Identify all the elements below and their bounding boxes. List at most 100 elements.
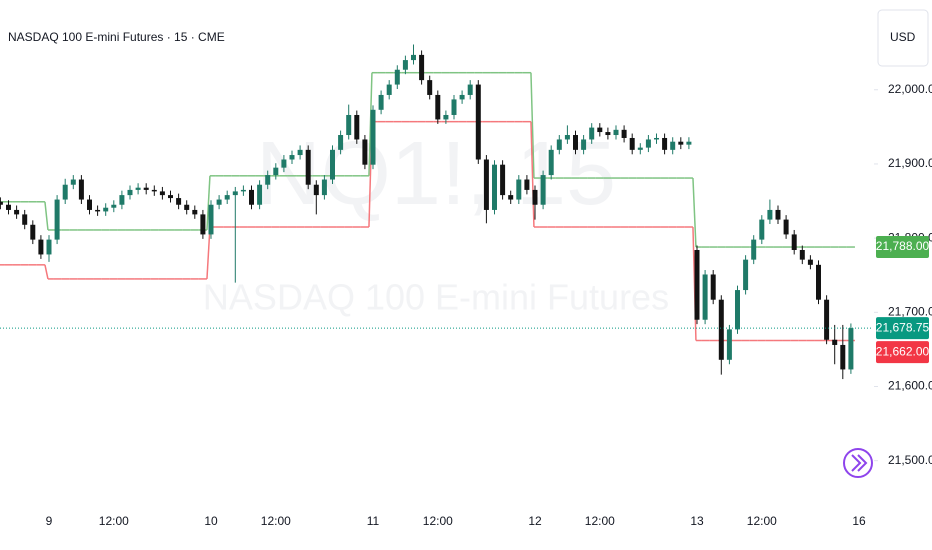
candle-body bbox=[313, 184, 319, 196]
y-tick-label: 21,500.00 bbox=[888, 453, 932, 467]
candle-body bbox=[783, 219, 789, 235]
candle-body bbox=[767, 209, 773, 220]
candle-body bbox=[111, 204, 117, 208]
candle-body bbox=[427, 80, 433, 95]
candle-body bbox=[297, 149, 303, 156]
level-connector bbox=[692, 226, 697, 341]
candle-body bbox=[127, 189, 133, 196]
candle-body bbox=[556, 139, 562, 150]
candle-body bbox=[224, 195, 230, 200]
candle-body bbox=[475, 84, 481, 160]
candle-body bbox=[78, 179, 84, 200]
candle-body bbox=[645, 139, 651, 148]
candle-body bbox=[532, 189, 538, 205]
x-tick-label: 10 bbox=[204, 514, 218, 528]
candle-body bbox=[759, 219, 765, 240]
candle-body bbox=[564, 135, 570, 140]
candle-body bbox=[832, 339, 838, 345]
price-badge-label: 21,678.75 bbox=[876, 320, 930, 334]
candle-body bbox=[589, 127, 595, 140]
candle-body bbox=[718, 299, 724, 360]
candle-body bbox=[346, 114, 352, 136]
candle-body bbox=[540, 175, 546, 205]
candle-body bbox=[103, 207, 109, 212]
candle-body bbox=[443, 114, 449, 120]
candle-body bbox=[605, 132, 611, 136]
candle-body bbox=[516, 179, 522, 200]
candle-body bbox=[654, 137, 659, 140]
candle-body bbox=[508, 195, 514, 200]
candle-body bbox=[38, 239, 44, 255]
level-connector bbox=[44, 201, 49, 231]
candle-body bbox=[597, 127, 603, 133]
candle-body bbox=[670, 141, 676, 150]
candle-body bbox=[613, 129, 619, 136]
y-tick-label: 21,900.00 bbox=[888, 156, 932, 170]
candle-body bbox=[459, 94, 465, 100]
x-tick-label: 12:00 bbox=[99, 514, 129, 528]
candle-body bbox=[378, 94, 384, 110]
candle-body bbox=[637, 147, 643, 150]
price-badge bbox=[876, 317, 929, 340]
level-connector bbox=[206, 175, 211, 231]
candle-body bbox=[726, 329, 732, 360]
candle-body bbox=[824, 299, 830, 340]
level-connector bbox=[530, 72, 535, 179]
candle-body bbox=[524, 179, 530, 190]
candle-body bbox=[678, 141, 684, 145]
candle-body bbox=[192, 209, 198, 215]
level-connector bbox=[44, 264, 49, 280]
candle-body bbox=[354, 114, 360, 140]
candle-body bbox=[305, 149, 311, 185]
candle-body bbox=[807, 259, 813, 265]
candle-body bbox=[257, 184, 263, 205]
candle-body bbox=[54, 199, 60, 240]
candle-body bbox=[151, 189, 157, 192]
candle-body bbox=[70, 179, 76, 185]
x-tick-label: 13 bbox=[690, 514, 704, 528]
y-tick-label: 22,000.00 bbox=[888, 82, 932, 96]
level-connector bbox=[692, 178, 697, 248]
x-tick-label: 12:00 bbox=[261, 514, 291, 528]
candle-body bbox=[791, 234, 797, 250]
candle-body bbox=[710, 274, 716, 300]
candle-body bbox=[273, 167, 279, 176]
candle-body bbox=[621, 129, 627, 138]
candle-body bbox=[419, 54, 425, 81]
candle-body bbox=[143, 187, 149, 190]
candle-body bbox=[548, 149, 554, 176]
candle-body bbox=[281, 159, 287, 168]
currency-box[interactable] bbox=[877, 9, 929, 67]
candle-body bbox=[492, 164, 497, 210]
currency: USD bbox=[890, 30, 916, 44]
candle-body bbox=[799, 250, 805, 260]
candle-body bbox=[694, 250, 700, 320]
candle-body bbox=[386, 84, 392, 95]
candle-body bbox=[321, 179, 327, 196]
candle-body bbox=[184, 204, 190, 210]
candle-body bbox=[0, 201, 3, 205]
watermark-description: NASDAQ 100 E-mini Futures bbox=[203, 277, 669, 318]
replay-icon[interactable] bbox=[843, 448, 873, 478]
level-connector bbox=[368, 72, 373, 176]
candle-body bbox=[435, 94, 441, 120]
candle-body bbox=[775, 209, 781, 220]
candle-body bbox=[232, 191, 238, 196]
candle-body bbox=[87, 199, 92, 210]
x-tick-label: 12:00 bbox=[585, 514, 615, 528]
candle-body bbox=[46, 239, 52, 255]
candle-body bbox=[451, 99, 457, 115]
level-connector bbox=[206, 226, 211, 279]
candle-body bbox=[119, 195, 125, 205]
candle-body bbox=[338, 135, 344, 150]
price-badge-label: 21,788.00 bbox=[876, 239, 930, 253]
candle-body bbox=[200, 214, 206, 235]
candle-body bbox=[751, 239, 757, 260]
candle-body bbox=[370, 109, 376, 165]
candle-body bbox=[176, 198, 182, 205]
candle-body bbox=[289, 155, 295, 160]
candle-body bbox=[95, 209, 101, 212]
candle-body bbox=[629, 137, 635, 150]
